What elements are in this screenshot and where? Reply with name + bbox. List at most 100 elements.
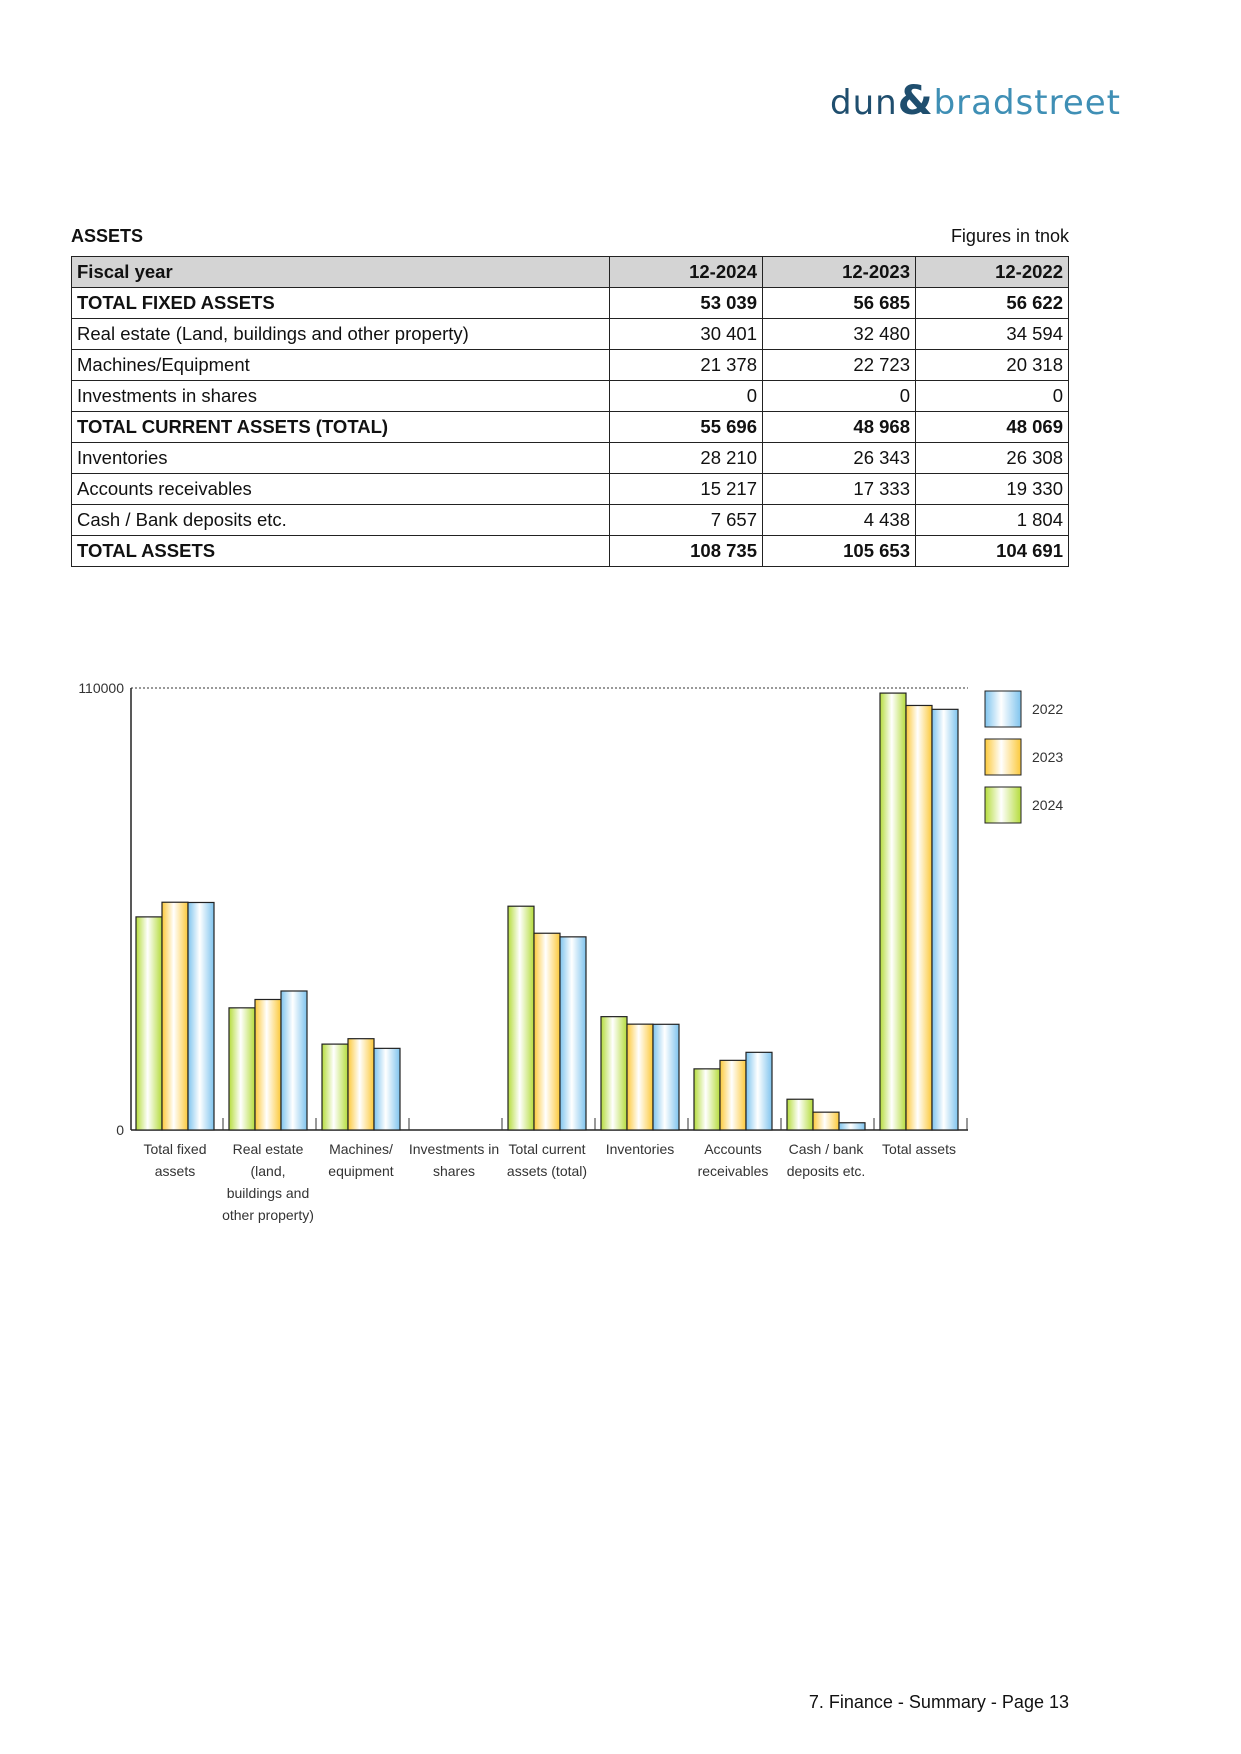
cell-value: 22 723 bbox=[762, 349, 916, 381]
table-header-row: Fiscal year 12-2024 12-2023 12-2022 bbox=[71, 256, 1069, 288]
bar-2023 bbox=[161, 901, 189, 1131]
legend-label: 2022 bbox=[1032, 701, 1063, 717]
assets-bar-chart: 0 110000 Total fixed assets Real estate (land… bbox=[78, 680, 1063, 1223]
table-row: Cash / Bank deposits etc. 7 657 4 438 1 804 bbox=[71, 504, 1069, 536]
cell-value: 32 480 bbox=[762, 318, 916, 350]
bar-2023 bbox=[626, 1023, 654, 1131]
row-label: Inventories bbox=[71, 442, 610, 474]
legend-swatch bbox=[984, 786, 1022, 824]
cell-value: 7 657 bbox=[609, 504, 763, 536]
bar-2024 bbox=[507, 905, 535, 1131]
x-tick-label: Investments in bbox=[409, 1141, 499, 1157]
column-header: 12-2024 bbox=[609, 256, 763, 288]
x-tick-label: Real estate bbox=[233, 1141, 304, 1157]
cell-value: 104 691 bbox=[915, 535, 1069, 567]
legend-label: 2024 bbox=[1032, 797, 1063, 813]
cell-value: 30 401 bbox=[609, 318, 763, 350]
bar-2024 bbox=[228, 1007, 256, 1131]
column-header: 12-2022 bbox=[915, 256, 1069, 288]
dun-bradstreet-logo: dun&bradstreet bbox=[830, 78, 1121, 124]
row-label: Accounts receivables bbox=[71, 473, 610, 505]
cell-value: 34 594 bbox=[915, 318, 1069, 350]
bar-2024 bbox=[879, 692, 907, 1131]
row-label: TOTAL FIXED ASSETS bbox=[71, 287, 610, 319]
logo-ampersand: & bbox=[897, 78, 934, 124]
logo-text: bradstreet bbox=[933, 83, 1121, 123]
cell-value: 48 968 bbox=[762, 411, 916, 443]
cell-value: 17 333 bbox=[762, 473, 916, 505]
legend-label: 2023 bbox=[1032, 749, 1063, 765]
x-tick-label: other property) bbox=[222, 1207, 314, 1223]
cell-value: 53 039 bbox=[609, 287, 763, 319]
column-header: Fiscal year bbox=[71, 256, 610, 288]
section-title: ASSETS bbox=[71, 226, 144, 246]
x-tick-label: buildings and bbox=[227, 1185, 310, 1201]
cell-value: 0 bbox=[762, 380, 916, 412]
cell-value: 1 804 bbox=[915, 504, 1069, 536]
table-row: TOTAL ASSETS 108 735 105 653 104 691 bbox=[71, 535, 1069, 567]
bar-2023 bbox=[719, 1059, 747, 1131]
row-label: Machines/Equipment bbox=[71, 349, 610, 381]
cell-value: 56 685 bbox=[762, 287, 916, 319]
y-tick-label: 110000 bbox=[78, 680, 124, 696]
bar-2023 bbox=[533, 932, 561, 1131]
cell-value: 20 318 bbox=[915, 349, 1069, 381]
cell-value: 0 bbox=[609, 380, 763, 412]
bar-2022 bbox=[652, 1023, 680, 1131]
row-label: Real estate (Land, buildings and other p… bbox=[71, 318, 610, 350]
bar-2023 bbox=[347, 1038, 375, 1131]
x-tick-label: Total current bbox=[508, 1141, 585, 1157]
assets-table: Fiscal year 12-2024 12-2023 12-2022 TOTAL FI… bbox=[71, 256, 1069, 567]
table-row: Machines/Equipment 21 378 22 723 20 318 bbox=[71, 349, 1069, 381]
table-row: TOTAL CURRENT ASSETS (TOTAL) 55 696 48 968… bbox=[71, 411, 1069, 443]
bar-2022 bbox=[280, 990, 308, 1131]
row-label: Cash / Bank deposits etc. bbox=[71, 504, 610, 536]
x-tick-label: Total fixed bbox=[143, 1141, 206, 1157]
cell-value: 105 653 bbox=[762, 535, 916, 567]
x-tick-label: receivables bbox=[698, 1163, 769, 1179]
page-footer: 7. Finance - Summary - Page 13 bbox=[808, 1692, 1069, 1712]
column-header: 12-2023 bbox=[762, 256, 916, 288]
cell-value: 48 069 bbox=[915, 411, 1069, 443]
x-tick-label: Cash / bank bbox=[789, 1141, 865, 1157]
x-tick-label: equipment bbox=[328, 1163, 393, 1179]
legend-swatch bbox=[984, 738, 1022, 776]
bar-2022 bbox=[931, 708, 959, 1131]
x-tick-label: Inventories bbox=[606, 1141, 674, 1157]
cell-value: 28 210 bbox=[609, 442, 763, 474]
table-row: Inventories 28 210 26 343 26 308 bbox=[71, 442, 1069, 474]
bar-2023 bbox=[812, 1111, 840, 1131]
x-tick-label: assets bbox=[155, 1163, 195, 1179]
table-row: Investments in shares 0 0 0 bbox=[71, 380, 1069, 412]
bar-2023 bbox=[905, 704, 933, 1131]
cell-value: 56 622 bbox=[915, 287, 1069, 319]
table-row: Real estate (Land, buildings and other p… bbox=[71, 318, 1069, 350]
bar-2024 bbox=[135, 916, 163, 1131]
x-tick-label: shares bbox=[433, 1163, 475, 1179]
logo-text: dun bbox=[830, 83, 898, 123]
cell-value: 0 bbox=[915, 380, 1069, 412]
bar-2022 bbox=[838, 1122, 866, 1131]
bar-2024 bbox=[693, 1068, 721, 1131]
x-tick-label: Accounts bbox=[704, 1141, 762, 1157]
cell-value: 4 438 bbox=[762, 504, 916, 536]
bar-2022 bbox=[559, 936, 587, 1131]
bar-2022 bbox=[187, 901, 215, 1131]
y-tick-label: 0 bbox=[116, 1122, 124, 1138]
table-row: Accounts receivables 15 217 17 333 19 330 bbox=[71, 473, 1069, 505]
table-row: TOTAL FIXED ASSETS 53 039 56 685 56 622 bbox=[71, 287, 1069, 319]
cell-value: 26 343 bbox=[762, 442, 916, 474]
bar-2024 bbox=[786, 1098, 814, 1131]
cell-value: 55 696 bbox=[609, 411, 763, 443]
bar-2024 bbox=[321, 1043, 349, 1131]
x-tick-label: deposits etc. bbox=[787, 1163, 866, 1179]
units-note: Figures in tnok bbox=[950, 226, 1069, 246]
bar-2024 bbox=[600, 1016, 628, 1131]
row-label: TOTAL CURRENT ASSETS (TOTAL) bbox=[71, 411, 610, 443]
legend-swatch bbox=[984, 690, 1022, 728]
row-label: Investments in shares bbox=[71, 380, 610, 412]
bar-2022 bbox=[745, 1051, 773, 1131]
cell-value: 15 217 bbox=[609, 473, 763, 505]
cell-value: 21 378 bbox=[609, 349, 763, 381]
